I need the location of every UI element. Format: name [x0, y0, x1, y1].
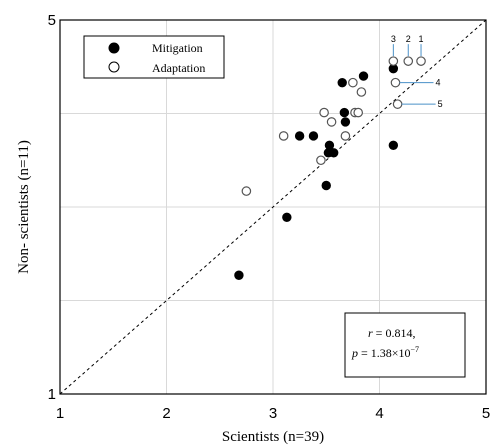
- legend-box: [83, 35, 225, 79]
- data-point-mitigation: [388, 140, 399, 150]
- data-point-mitigation: [308, 131, 319, 141]
- point-annotations: 3 2 1 4 5: [391, 34, 443, 109]
- data-point-adaptation: [241, 186, 252, 196]
- stats-p-value: = 1.38×10: [361, 346, 411, 360]
- data-point-mitigation: [337, 77, 347, 88]
- data-point-adaptation: [356, 87, 367, 97]
- data-point-mitigation: [358, 71, 369, 81]
- stats-box: r = 0.814, p = 1.38×10−7: [344, 312, 466, 378]
- y-tick-label: 5: [48, 12, 56, 29]
- x-tick-label: 4: [375, 405, 383, 422]
- data-point-adaptation: [340, 131, 351, 141]
- legend-marker-adaptation: [108, 61, 120, 73]
- x-axis-label: Scientists (n=39): [222, 429, 324, 445]
- stats-r-symbol: r: [368, 326, 373, 340]
- data-point-adaptation: [348, 77, 358, 88]
- data-point-adaptation: [390, 77, 401, 88]
- data-point-mitigation: [294, 131, 305, 141]
- point-annotation-label: 3: [391, 34, 396, 44]
- y-axis-label: Non- scientists (n=11): [16, 140, 32, 274]
- data-point-adaptation: [326, 117, 337, 127]
- x-tick-label: 5: [482, 405, 490, 422]
- stats-p-exponent: −7: [411, 345, 420, 354]
- data-point-adaptation: [353, 107, 363, 118]
- data-point-mitigation: [234, 270, 244, 280]
- stats-p-symbol: p: [351, 346, 358, 360]
- plot-frame: [59, 19, 487, 395]
- point-annotation-label: 2: [406, 34, 411, 44]
- data-points: [234, 56, 426, 280]
- data-point-adaptation: [388, 56, 399, 66]
- x-tick-label: 3: [269, 405, 277, 422]
- data-point-adaptation: [316, 155, 326, 166]
- data-point-adaptation: [319, 107, 329, 118]
- reference-line: [59, 19, 487, 395]
- x-tick-label: 2: [162, 405, 170, 422]
- legend-label-mitigation: Mitigation: [152, 41, 203, 55]
- tick-labels: 1 2 3 4 515: [48, 12, 491, 422]
- legend-marker-mitigation: [108, 42, 120, 54]
- data-point-mitigation: [321, 180, 331, 191]
- data-point-adaptation: [392, 99, 403, 109]
- data-point-mitigation: [324, 140, 335, 150]
- data-point-adaptation: [416, 56, 426, 66]
- data-point-mitigation: [329, 148, 339, 158]
- point-annotation-label: 4: [435, 78, 440, 88]
- x-tick-label: 1: [56, 405, 64, 422]
- point-annotation-label: 1: [419, 34, 424, 44]
- legend-label-adaptation: Adaptation: [152, 61, 205, 75]
- y-tick-label: 1: [48, 386, 56, 403]
- stats-r-value: = 0.814,: [376, 326, 416, 340]
- data-point-mitigation: [340, 117, 351, 127]
- data-point-adaptation: [403, 56, 414, 66]
- stats-r-line: r = 0.814,: [368, 326, 415, 340]
- data-point-mitigation: [282, 212, 292, 222]
- point-annotation-label: 5: [438, 99, 443, 109]
- stats-p-line: p = 1.38×10−7: [351, 345, 419, 360]
- legend: Mitigation Adaptation: [83, 35, 225, 79]
- data-point-adaptation: [278, 131, 289, 141]
- data-point-mitigation: [339, 107, 350, 118]
- stats-box-frame: [344, 312, 466, 378]
